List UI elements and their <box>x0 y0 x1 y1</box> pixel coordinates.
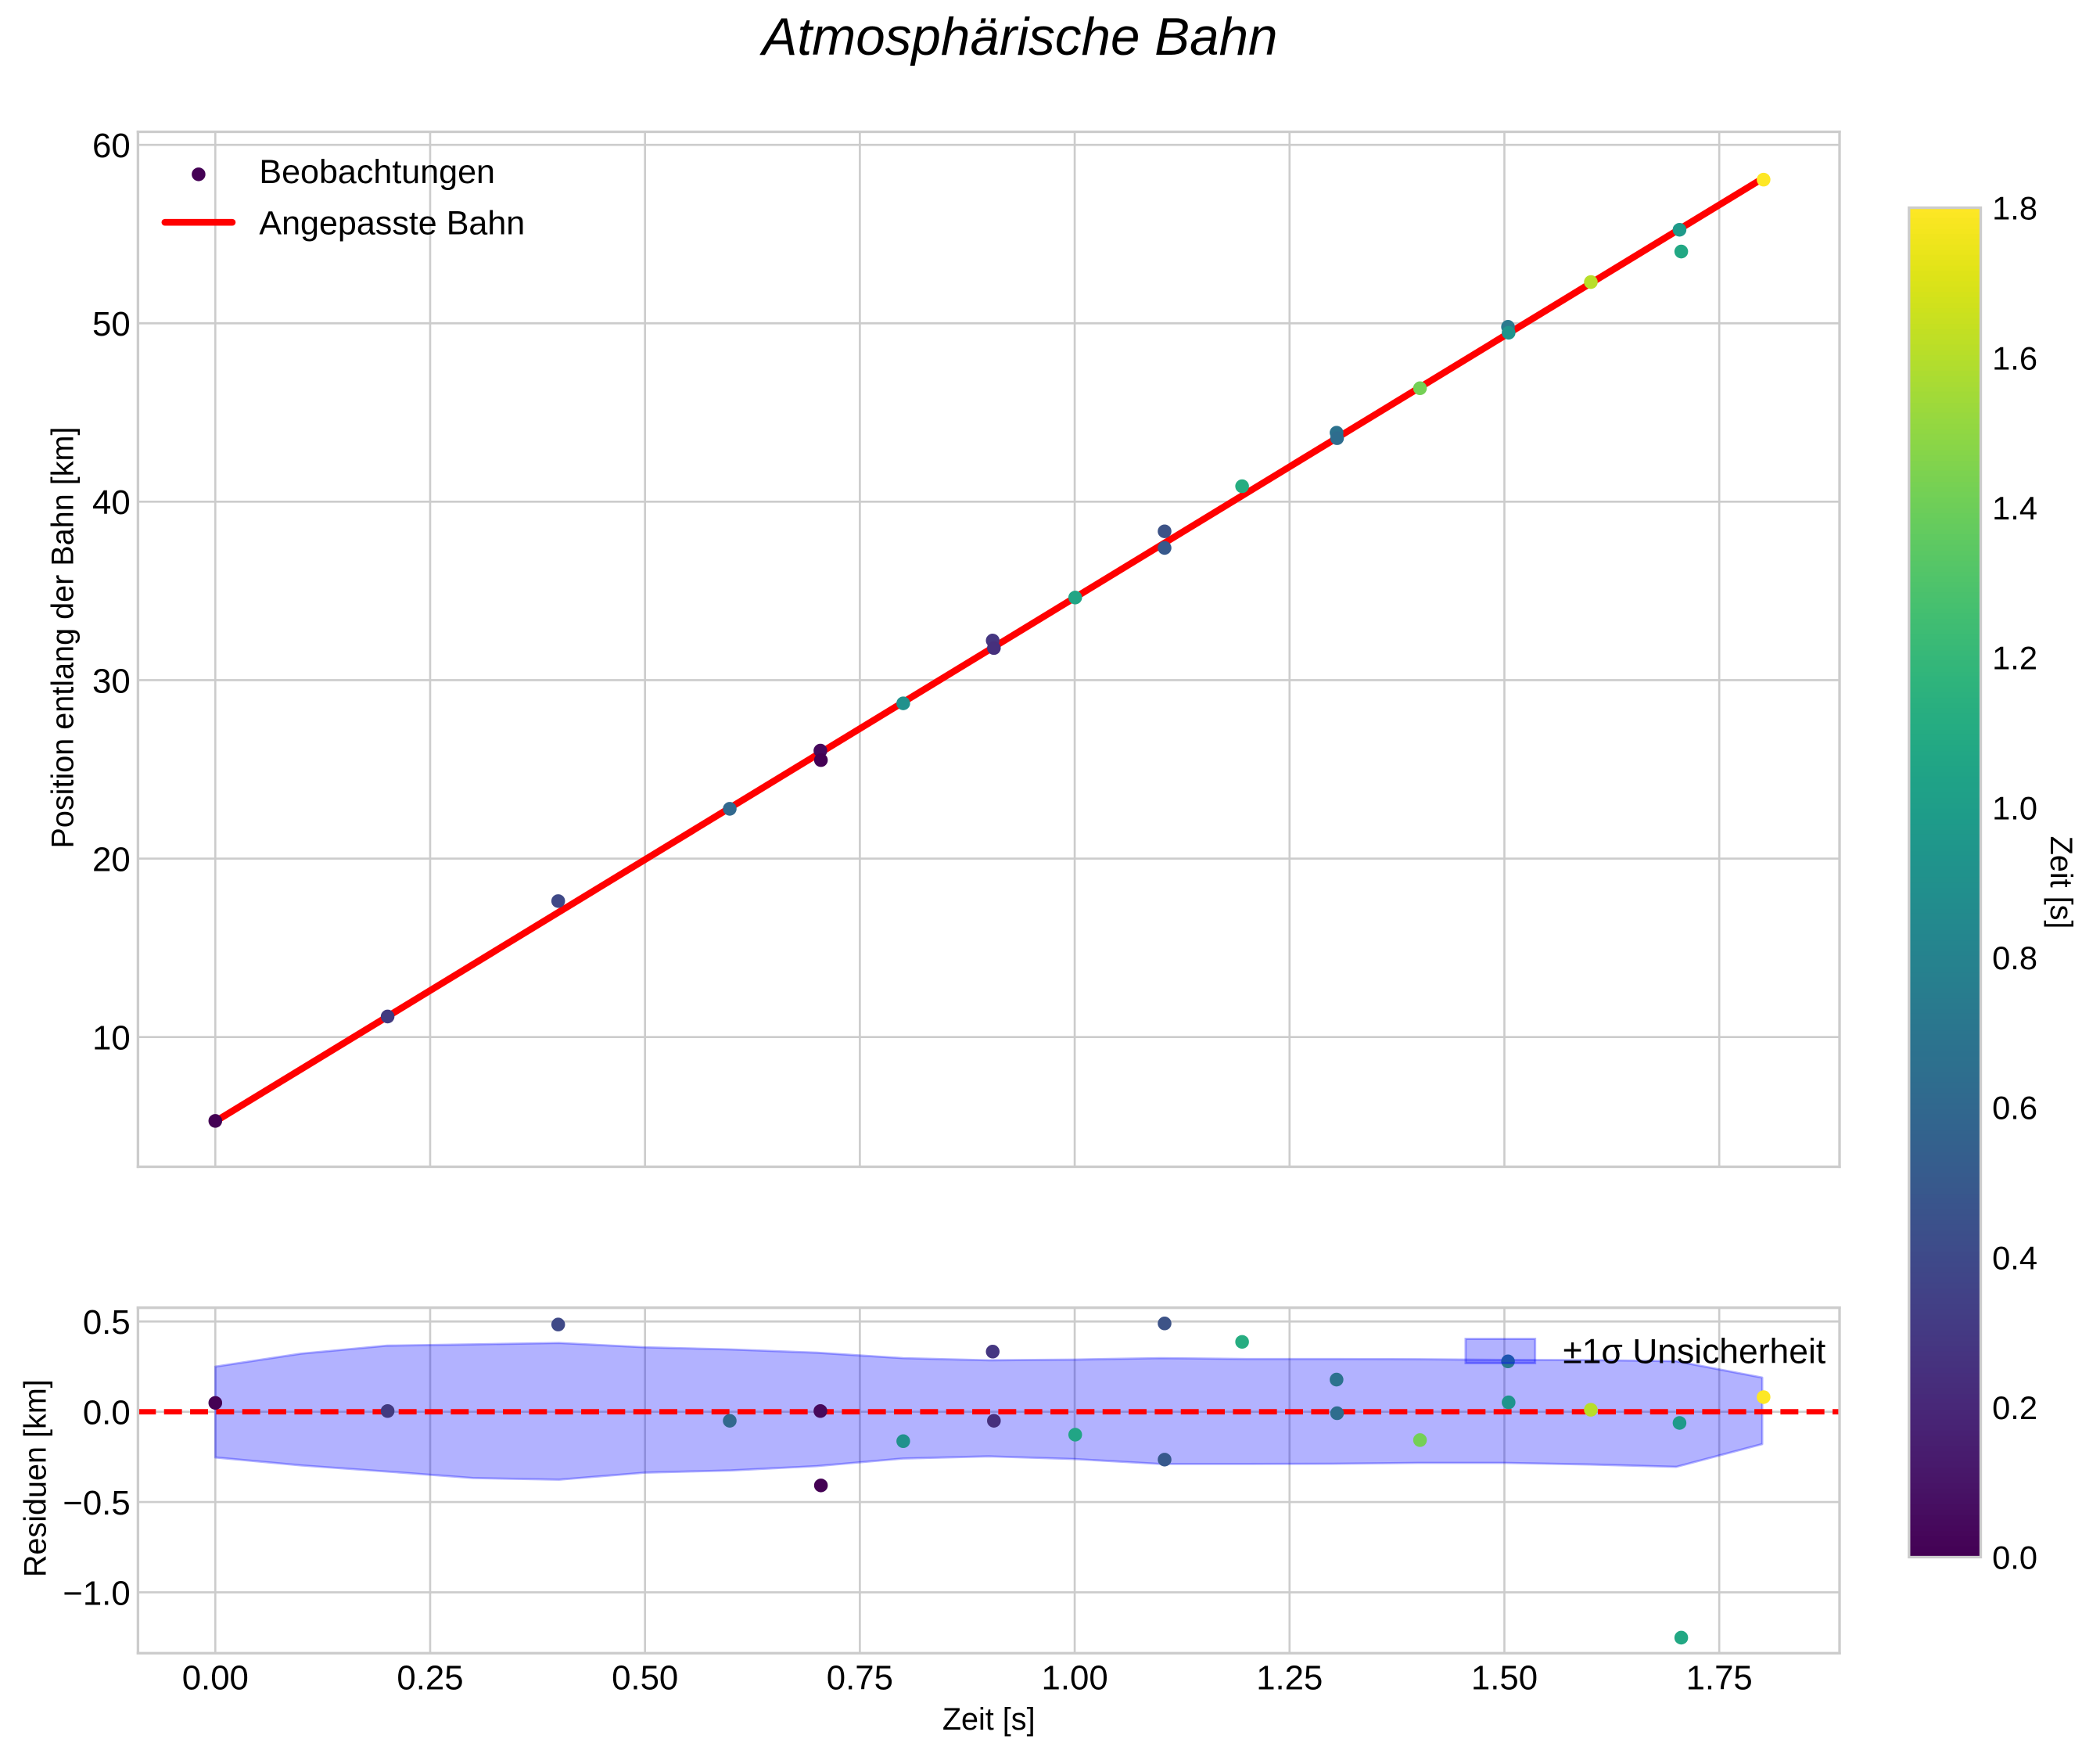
svg-text:±1σ Unsicherheit: ±1σ Unsicherheit <box>1563 1333 1826 1371</box>
svg-text:30: 30 <box>92 662 131 700</box>
svg-text:Zeit [s]: Zeit [s] <box>942 1702 1036 1737</box>
svg-text:Zeit [s]: Zeit [s] <box>2044 836 2078 929</box>
svg-text:0.5: 0.5 <box>83 1303 131 1342</box>
svg-text:0.6: 0.6 <box>1992 1090 2037 1126</box>
svg-text:1.8: 1.8 <box>1992 190 2037 227</box>
svg-text:0.2: 0.2 <box>1992 1389 2037 1426</box>
svg-text:Atmosphärische Bahn: Atmosphärische Bahn <box>759 8 1278 66</box>
svg-text:Angepasste Bahn: Angepasste Bahn <box>259 204 525 242</box>
svg-text:1.25: 1.25 <box>1256 1659 1323 1698</box>
svg-text:20: 20 <box>92 840 131 878</box>
svg-text:1.2: 1.2 <box>1992 640 2037 677</box>
svg-text:0.4: 0.4 <box>1992 1239 2037 1276</box>
svg-text:0.00: 0.00 <box>182 1659 249 1698</box>
svg-text:10: 10 <box>92 1019 131 1058</box>
svg-text:0.0: 0.0 <box>83 1394 131 1432</box>
svg-text:−1.0: −1.0 <box>63 1574 130 1612</box>
svg-text:0.75: 0.75 <box>827 1659 893 1698</box>
svg-text:−0.5: −0.5 <box>63 1484 130 1522</box>
svg-text:1.50: 1.50 <box>1471 1659 1538 1698</box>
svg-text:Position entlang der Bahn [km]: Position entlang der Bahn [km] <box>45 426 80 848</box>
svg-text:0.25: 0.25 <box>397 1659 463 1698</box>
svg-text:1.00: 1.00 <box>1042 1659 1108 1698</box>
svg-text:Beobachtungen: Beobachtungen <box>259 153 495 191</box>
svg-text:1.4: 1.4 <box>1992 490 2037 526</box>
svg-text:40: 40 <box>92 483 131 522</box>
svg-text:Residuen [km]: Residuen [km] <box>18 1379 52 1577</box>
svg-text:1.0: 1.0 <box>1992 789 2037 826</box>
svg-text:60: 60 <box>92 127 131 165</box>
svg-text:0.0: 0.0 <box>1992 1540 2037 1576</box>
svg-text:1.6: 1.6 <box>1992 340 2037 376</box>
svg-text:0.8: 0.8 <box>1992 940 2037 976</box>
svg-text:50: 50 <box>92 305 131 343</box>
svg-text:0.50: 0.50 <box>612 1659 678 1698</box>
svg-text:1.75: 1.75 <box>1686 1659 1753 1698</box>
